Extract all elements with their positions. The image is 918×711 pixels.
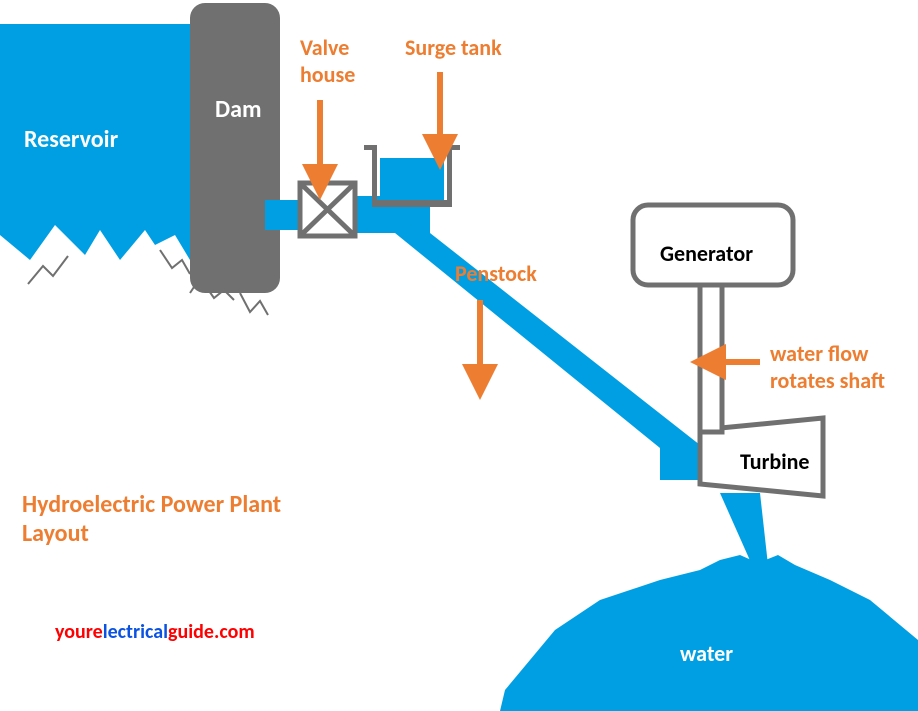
label-shaft_note: water flowrotates shaft <box>770 340 885 394</box>
label-surge_tank: Surge tank <box>405 34 502 61</box>
credit-text: yourelectricalguide.com <box>55 620 255 644</box>
label-generator: Generator <box>660 240 753 267</box>
label-reservoir: Reservoir <box>24 125 118 154</box>
shaft <box>700 282 722 432</box>
dam <box>190 3 280 293</box>
label-dam: Dam <box>215 95 262 124</box>
tailrace-water <box>500 555 918 711</box>
label-water: water <box>680 640 733 667</box>
label-turbine: Turbine <box>740 448 809 475</box>
diagram-title: Hydroelectric Power PlantLayout <box>22 490 281 548</box>
label-valve_house: Valvehouse <box>300 34 355 88</box>
label-penstock: Penstock <box>455 260 537 287</box>
